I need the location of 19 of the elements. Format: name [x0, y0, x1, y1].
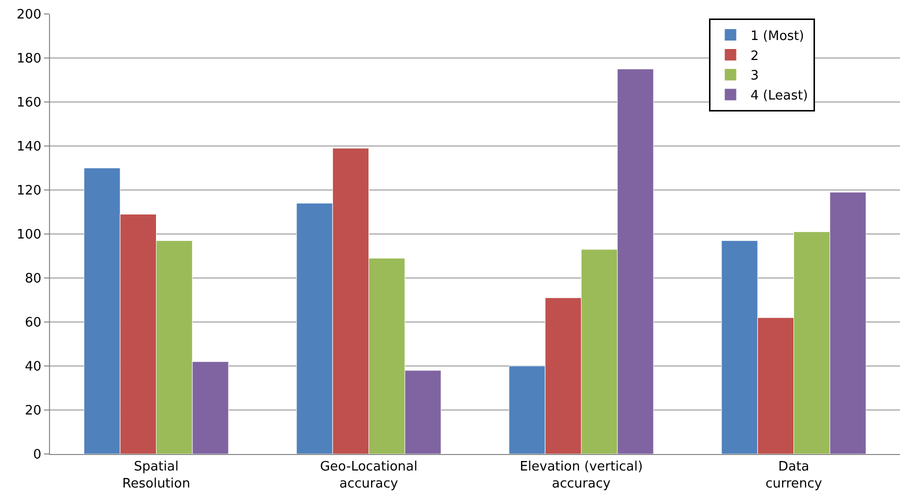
- y-tick-label: 100: [16, 228, 42, 243]
- y-tick-label: 160: [16, 96, 42, 111]
- legend-label: 2: [750, 48, 759, 64]
- y-tick-label: 80: [24, 272, 42, 287]
- y-tick-label: 200: [16, 8, 42, 23]
- x-tick-label: Data currency: [765, 460, 822, 492]
- y-tick-label: 140: [16, 140, 42, 155]
- y-tick-label: 40: [24, 360, 42, 375]
- legend-label: 1 (Most): [750, 28, 804, 44]
- y-tick-label: 0: [33, 448, 42, 463]
- y-tick-label: 20: [24, 404, 42, 419]
- x-tick-label: Elevation (vertical) accuracy: [520, 460, 643, 492]
- legend-label: 4 (Least): [750, 88, 808, 104]
- y-tick-label: 180: [16, 52, 42, 67]
- x-tick-label: Spatial Resolution: [122, 460, 190, 492]
- legend-label: 3: [750, 68, 759, 84]
- y-tick-label: 120: [16, 184, 42, 199]
- x-tick-label: Geo-Locational accuracy: [320, 460, 418, 492]
- y-tick-label: 60: [24, 316, 42, 331]
